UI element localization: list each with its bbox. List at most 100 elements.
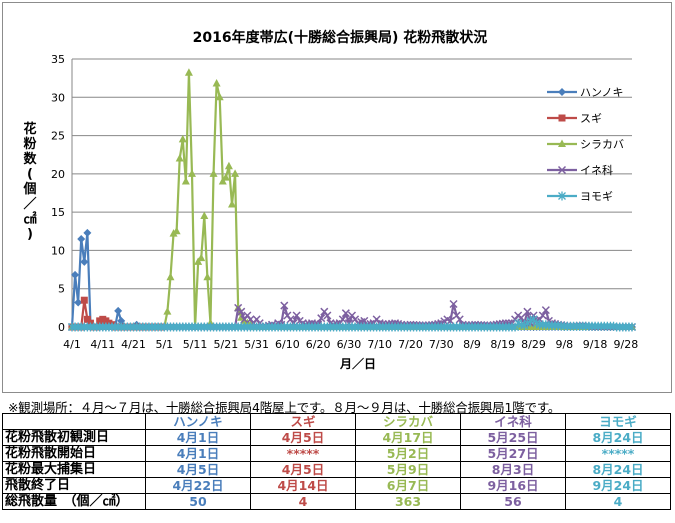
data-point <box>77 234 86 243</box>
y-label-char: ㎠ <box>23 211 36 227</box>
x-tick-label: 7/20 <box>398 338 423 351</box>
data-point <box>292 311 301 320</box>
table-cell: 363 <box>355 493 461 510</box>
table-cell: 4月22日 <box>145 477 251 494</box>
data-point <box>280 301 289 310</box>
data-point <box>523 307 532 316</box>
table-row: 総飛散量 （個／㎠） 50 4 363 56 4 <box>2 493 671 510</box>
pollen-line-chart: 2016年度帯広(十勝総合振興局) 花粉飛散状況 0 5 10 15 20 25 30 35 4… <box>22 29 638 371</box>
row-label: 花粉飛散開始日 <box>2 445 146 462</box>
x-tick-label: 9/18 <box>583 338 608 351</box>
series-4 <box>68 314 636 332</box>
gridlines <box>72 58 632 290</box>
data-point <box>212 79 221 87</box>
x-tick-label: 4/21 <box>121 338 146 351</box>
table-cell: 5月27日 <box>460 445 566 462</box>
legend-marker <box>558 139 566 147</box>
table-row: 花粉最大捕集日 4月5日 4月5日 5月9日 8月3日 8月24日 <box>2 461 671 478</box>
x-tick-label: 8/19 <box>490 338 515 351</box>
data-point <box>80 296 88 304</box>
table-header-cell: ヨモギ <box>565 413 671 430</box>
table-cell: 8月24日 <box>565 461 671 478</box>
table-cell: 4月5日 <box>145 461 251 478</box>
data-point <box>203 272 212 281</box>
table-header-cell: イネ科 <box>460 413 566 430</box>
legend-label: ヨモギ <box>580 190 613 203</box>
x-tick-label: 5/1 <box>155 338 173 351</box>
data-point <box>449 299 458 309</box>
y-label-char: ( <box>27 167 33 182</box>
data-point <box>323 311 332 320</box>
table-row: 飛散終了日 4月22日 4月14日 6月7日 9月16日 9月24日 <box>2 477 671 494</box>
data-point <box>237 307 246 316</box>
row-label: 花粉最大捕集日 <box>2 461 146 478</box>
data-point <box>541 306 550 315</box>
legend-label: ハンノキ <box>580 86 623 99</box>
x-tick-label: 8/9 <box>463 338 481 351</box>
table-row: 花粉飛散開始日 4月1日 ***** 5月2日 5月27日 ***** <box>2 445 671 462</box>
x-tick-label: 5/11 <box>183 338 208 351</box>
table-cell: 4 <box>250 493 356 510</box>
legend-marker <box>558 191 566 201</box>
y-axis-label: 花粉数(個／㎠) <box>22 121 37 242</box>
data-point <box>166 272 175 281</box>
table-header-cell <box>2 413 146 430</box>
y-tick-label: 10 <box>51 244 65 257</box>
data-point <box>228 199 236 208</box>
x-tick-label: 9/28 <box>613 338 638 351</box>
y-tick-label: 20 <box>51 168 65 181</box>
data-point <box>197 253 206 262</box>
data-point <box>184 68 193 76</box>
data-point <box>117 316 126 325</box>
table-cell: 9月16日 <box>460 477 566 494</box>
table-header-cell: シラカバ <box>355 413 461 430</box>
y-label-char: 数 <box>23 151 37 167</box>
table-cell: 8月3日 <box>460 461 566 478</box>
table-cell: 4 <box>565 493 671 510</box>
series-2 <box>68 68 636 330</box>
axes: 0 5 10 15 20 25 30 35 4/1 4/11 4/21 5/1 5/11 5/21 5/31… <box>51 53 638 351</box>
table-cell: 4月17日 <box>355 429 461 446</box>
table-cell: 4月5日 <box>250 429 356 446</box>
y-tick-label: 15 <box>51 206 65 219</box>
data-point <box>628 322 636 332</box>
data-point <box>338 315 347 324</box>
y-label-char: ) <box>27 227 33 242</box>
data-point <box>74 298 83 307</box>
data-point <box>172 226 181 235</box>
summary-table: ハンノキ スギ シラカバ イネ科 ヨモギ 花粉飛散初観測日 4月1日 4月5日 4月17日 5月2… <box>2 413 671 510</box>
data-point <box>83 315 91 323</box>
x-tick-label: 9/8 <box>555 338 573 351</box>
table-cell: 4月1日 <box>145 445 251 462</box>
table-cell: 56 <box>460 493 566 510</box>
table-header-row: ハンノキ スギ シラカバ イネ科 ヨモギ <box>2 413 671 430</box>
y-label-char: 粉 <box>23 136 36 152</box>
table-cell: 4月1日 <box>145 429 251 446</box>
row-label: 花粉飛散初観測日 <box>2 429 146 446</box>
chart-title: 2016年度帯広(十勝総合振興局) 花粉飛散状況 <box>193 29 488 46</box>
table-cell: 50 <box>145 493 251 510</box>
data-point <box>224 161 233 170</box>
table-header-cell: ハンノキ <box>145 413 251 430</box>
data-point <box>218 177 227 185</box>
table-cell: 8月24日 <box>565 429 671 446</box>
y-label-char: ／ <box>23 196 36 212</box>
row-label: 総飛散量 （個／㎠） <box>2 493 146 510</box>
x-tick-label: 5/31 <box>244 338 269 351</box>
y-tick-label: 0 <box>58 321 65 334</box>
data-point <box>181 177 190 185</box>
table-cell: 5月2日 <box>355 445 461 462</box>
table-cell: 4月14日 <box>250 477 356 494</box>
data-point <box>455 315 464 324</box>
table-row: 花粉飛散初観測日 4月1日 4月5日 4月17日 5月25日 8月24日 <box>2 429 671 446</box>
data-point <box>178 134 187 143</box>
x-tick-label: 4/11 <box>90 338 115 351</box>
data-point <box>188 169 196 177</box>
x-tick-label: 8/29 <box>521 338 546 351</box>
data-point <box>221 173 230 181</box>
legend-marker <box>558 114 566 122</box>
x-tick-label: 6/30 <box>337 338 362 351</box>
x-tick-label: 5/21 <box>213 338 238 351</box>
observation-note: ※観測場所：４月～７月は、十勝総合振興局4階屋上です。８月～９月は、十勝総合振興… <box>8 400 561 415</box>
